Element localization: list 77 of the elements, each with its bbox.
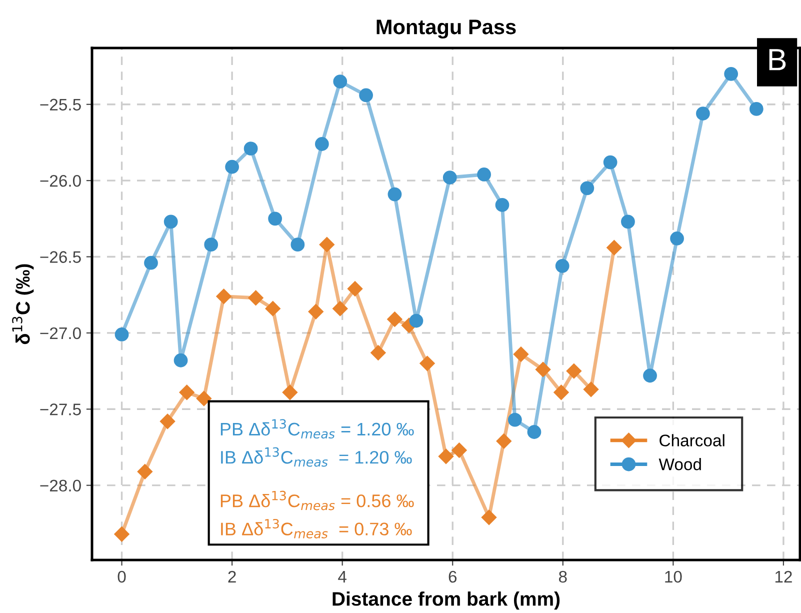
- point: [621, 214, 635, 229]
- y-tick-label: −27.5: [40, 404, 81, 416]
- y-tick-label: −25.5: [40, 98, 81, 111]
- point: [481, 510, 497, 525]
- annotation: PB Δδ$^{13}$C$_{meas}$ = 1.20 ‰: [220, 419, 414, 439]
- annotation: B: [769, 49, 786, 70]
- x-tick-label: 10: [665, 570, 682, 583]
- point: [114, 328, 129, 342]
- legend-label: Charcoal: [660, 434, 724, 446]
- point: [174, 353, 188, 368]
- point: [554, 384, 569, 400]
- chart-title: Montagu Pass: [376, 20, 516, 39]
- point: [370, 345, 386, 360]
- point: [580, 181, 594, 196]
- x-tick-label: 6: [448, 570, 457, 583]
- point: [724, 66, 738, 81]
- point: [452, 442, 467, 458]
- point: [696, 106, 710, 120]
- point: [496, 434, 512, 449]
- point: [359, 88, 373, 102]
- point: [535, 362, 551, 378]
- point: [137, 464, 153, 480]
- annotation: PB Δδ$^{13}$C$_{meas}$ = 0.56 ‰: [220, 490, 414, 510]
- point: [566, 363, 582, 379]
- point: [225, 160, 239, 174]
- point: [196, 390, 212, 406]
- point: [268, 212, 282, 226]
- point: [333, 74, 348, 88]
- point: [513, 346, 529, 362]
- point: [409, 314, 424, 328]
- y-tick-label: −28.0: [40, 480, 81, 492]
- point: [442, 170, 457, 184]
- point: [314, 137, 329, 151]
- point: [308, 304, 324, 320]
- point: [643, 368, 657, 383]
- x-tick-label: 2: [228, 570, 236, 582]
- point: [160, 414, 176, 429]
- point: [164, 214, 178, 229]
- point: [290, 238, 305, 252]
- point: [749, 102, 764, 116]
- point: [477, 168, 491, 182]
- x-tick-label: 12: [775, 570, 792, 582]
- x-tick-label: 4: [338, 571, 346, 582]
- point: [282, 384, 298, 400]
- point: [332, 301, 348, 316]
- legend-label: Wood: [658, 458, 701, 470]
- point: [114, 526, 130, 542]
- point: [319, 237, 334, 252]
- point: [216, 288, 232, 304]
- y-axis-title: δ$^{13}$C (‰): [12, 264, 34, 344]
- y-tick-label: −26.0: [40, 174, 81, 187]
- point: [204, 238, 218, 252]
- x-tick-label: 8: [558, 570, 567, 583]
- point: [603, 155, 618, 170]
- point: [670, 232, 684, 246]
- point: [387, 312, 402, 327]
- point: [388, 187, 402, 202]
- point: [606, 240, 622, 256]
- point: [438, 448, 454, 464]
- point: [144, 256, 158, 270]
- point: [555, 258, 570, 273]
- point: [347, 281, 363, 296]
- y-tick-label: −26.5: [40, 251, 81, 263]
- point: [248, 290, 264, 306]
- point: [244, 142, 258, 156]
- point: [495, 198, 510, 212]
- x-axis-title: Distance from bark (mm): [332, 592, 560, 610]
- point: [583, 382, 599, 397]
- x-tick-label: 0: [118, 570, 126, 583]
- point: [179, 384, 194, 400]
- y-tick-label: −27.0: [40, 327, 81, 340]
- point: [420, 356, 435, 371]
- point: [527, 425, 542, 439]
- annotation: IB Δδ$^{13}$C$_{meas}$ = 1.20 ‰: [221, 447, 412, 467]
- point: [265, 301, 280, 316]
- point: [508, 412, 522, 427]
- annotation: IB Δδ$^{13}$C$_{meas}$ = 0.73 ‰: [221, 518, 412, 538]
